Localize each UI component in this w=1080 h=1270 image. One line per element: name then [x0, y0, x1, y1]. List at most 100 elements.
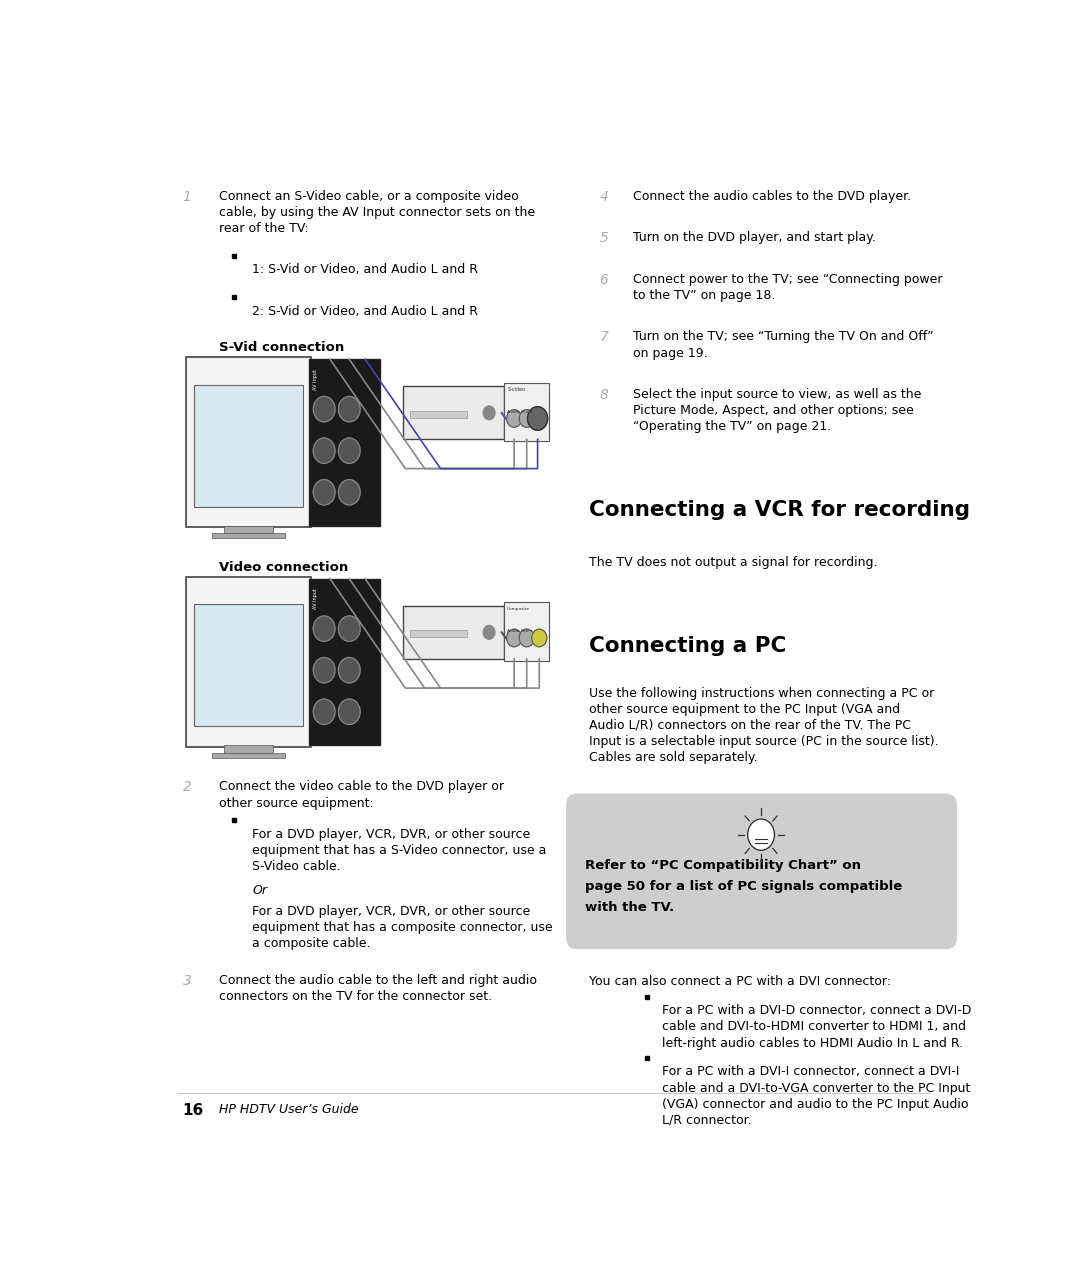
Text: 2: 2: [183, 780, 191, 795]
Text: cable, by using the AV Input connector sets on the: cable, by using the AV Input connector s…: [218, 206, 535, 218]
Text: rear of the TV:: rear of the TV:: [218, 222, 308, 235]
Text: Input is a selectable input source (PC in the source list).: Input is a selectable input source (PC i…: [590, 735, 940, 748]
FancyBboxPatch shape: [309, 359, 380, 526]
Text: cable and DVI-to-HDMI converter to HDMI 1, and: cable and DVI-to-HDMI converter to HDMI …: [662, 1021, 967, 1034]
Text: connectors on the TV for the connector set.: connectors on the TV for the connector s…: [218, 991, 491, 1003]
Text: S-Vid connection: S-Vid connection: [218, 342, 343, 354]
Circle shape: [313, 698, 335, 724]
Text: The TV does not output a signal for recording.: The TV does not output a signal for reco…: [590, 556, 878, 569]
Text: Connect an S-Video cable, or a composite video: Connect an S-Video cable, or a composite…: [218, 189, 518, 202]
Text: 7: 7: [599, 330, 608, 344]
Text: Video connection: Video connection: [218, 561, 348, 574]
Text: 8: 8: [599, 389, 608, 403]
Text: 6: 6: [599, 273, 608, 287]
FancyBboxPatch shape: [504, 602, 550, 660]
Text: page 50 for a list of PC signals compatible: page 50 for a list of PC signals compati…: [585, 880, 903, 893]
Text: other source equipment to the PC Input (VGA and: other source equipment to the PC Input (…: [590, 702, 901, 716]
Circle shape: [527, 406, 548, 431]
Circle shape: [313, 616, 335, 641]
FancyBboxPatch shape: [409, 410, 468, 418]
Circle shape: [483, 626, 495, 639]
FancyBboxPatch shape: [409, 630, 468, 638]
Text: 1: 1: [183, 189, 191, 203]
Text: Audio Out→: Audio Out→: [507, 630, 532, 634]
Text: 3: 3: [183, 974, 191, 988]
Circle shape: [313, 438, 335, 464]
Text: AV Input: AV Input: [313, 370, 319, 390]
Text: equipment that has a composite connector, use: equipment that has a composite connector…: [253, 921, 553, 935]
Circle shape: [313, 658, 335, 683]
Text: Select the input source to view, as well as the: Select the input source to view, as well…: [633, 389, 921, 401]
Circle shape: [313, 480, 335, 505]
Circle shape: [338, 480, 360, 505]
Circle shape: [313, 396, 335, 422]
Text: S-Video cable.: S-Video cable.: [253, 860, 341, 874]
Text: with the TV.: with the TV.: [585, 902, 674, 914]
Text: Connect the audio cable to the left and right audio: Connect the audio cable to the left and …: [218, 974, 537, 987]
Text: L/R connector.: L/R connector.: [662, 1114, 752, 1126]
Text: Audio Out→: Audio Out→: [507, 410, 532, 414]
Text: Connect the audio cables to the DVD player.: Connect the audio cables to the DVD play…: [633, 189, 912, 202]
Text: equipment that has a S-Video connector, use a: equipment that has a S-Video connector, …: [253, 845, 546, 857]
Text: 2: S-Vid or Video, and Audio L and R: 2: S-Vid or Video, and Audio L and R: [253, 305, 478, 318]
Text: to the TV” on page 18.: to the TV” on page 18.: [633, 288, 775, 302]
Text: cable and a DVI-to-VGA converter to the PC Input: cable and a DVI-to-VGA converter to the …: [662, 1082, 971, 1095]
Text: AV Input: AV Input: [313, 588, 319, 610]
Text: other source equipment:: other source equipment:: [218, 796, 374, 809]
FancyBboxPatch shape: [225, 526, 272, 533]
Text: 4: 4: [599, 189, 608, 203]
Text: HP HDTV User’s Guide: HP HDTV User’s Guide: [218, 1102, 359, 1116]
Text: Use the following instructions when connecting a PC or: Use the following instructions when conn…: [590, 687, 935, 700]
Circle shape: [338, 616, 360, 641]
Text: You can also connect a PC with a DVI connector:: You can also connect a PC with a DVI con…: [590, 975, 891, 988]
Text: a composite cable.: a composite cable.: [253, 937, 370, 950]
Text: Or: Or: [253, 884, 267, 897]
Text: on page 19.: on page 19.: [633, 347, 707, 359]
FancyBboxPatch shape: [186, 357, 311, 527]
FancyBboxPatch shape: [309, 579, 380, 745]
FancyBboxPatch shape: [403, 386, 504, 439]
Text: Picture Mode, Aspect, and other options; see: Picture Mode, Aspect, and other options;…: [633, 404, 914, 418]
Text: 16: 16: [183, 1102, 204, 1118]
Circle shape: [507, 410, 522, 427]
Circle shape: [507, 629, 522, 646]
FancyBboxPatch shape: [504, 382, 550, 441]
Text: Turn on the DVD player, and start play.: Turn on the DVD player, and start play.: [633, 231, 876, 244]
Circle shape: [338, 396, 360, 422]
FancyBboxPatch shape: [225, 745, 272, 753]
Text: 1: S-Vid or Video, and Audio L and R: 1: S-Vid or Video, and Audio L and R: [253, 263, 478, 277]
Text: S-video: S-video: [508, 387, 526, 392]
Circle shape: [519, 629, 535, 646]
FancyBboxPatch shape: [193, 385, 303, 507]
Text: “Operating the TV” on page 21.: “Operating the TV” on page 21.: [633, 420, 832, 433]
Circle shape: [338, 698, 360, 724]
Text: (VGA) connector and audio to the PC Input Audio: (VGA) connector and audio to the PC Inpu…: [662, 1097, 969, 1111]
Text: left-right audio cables to HDMI Audio In L and R.: left-right audio cables to HDMI Audio In…: [662, 1036, 963, 1049]
Text: Cables are sold separately.: Cables are sold separately.: [590, 751, 758, 765]
FancyBboxPatch shape: [186, 577, 311, 747]
Circle shape: [483, 406, 495, 419]
Text: Connecting a VCR for recording: Connecting a VCR for recording: [590, 500, 971, 519]
Text: For a DVD player, VCR, DVR, or other source: For a DVD player, VCR, DVR, or other sou…: [253, 906, 530, 918]
FancyBboxPatch shape: [212, 753, 285, 758]
Text: Connecting a PC: Connecting a PC: [590, 636, 787, 655]
FancyBboxPatch shape: [566, 794, 957, 949]
Circle shape: [338, 658, 360, 683]
FancyBboxPatch shape: [193, 605, 303, 726]
Text: For a PC with a DVI-I connector, connect a DVI-I: For a PC with a DVI-I connector, connect…: [662, 1066, 960, 1078]
FancyBboxPatch shape: [212, 533, 285, 538]
Circle shape: [338, 438, 360, 464]
Text: Refer to “PC Compatibility Chart” on: Refer to “PC Compatibility Chart” on: [585, 859, 862, 872]
Circle shape: [519, 410, 535, 427]
FancyBboxPatch shape: [403, 606, 504, 659]
Circle shape: [531, 629, 546, 646]
Text: Connect the video cable to the DVD player or: Connect the video cable to the DVD playe…: [218, 780, 503, 794]
Text: For a PC with a DVI-D connector, connect a DVI-D: For a PC with a DVI-D connector, connect…: [662, 1005, 972, 1017]
Circle shape: [747, 819, 774, 851]
Text: Audio L/R) connectors on the rear of the TV. The PC: Audio L/R) connectors on the rear of the…: [590, 719, 912, 732]
Text: Composite: Composite: [507, 607, 530, 611]
Text: 5: 5: [599, 231, 608, 245]
Text: Connect power to the TV; see “Connecting power: Connect power to the TV; see “Connecting…: [633, 273, 943, 286]
Text: Turn on the TV; see “Turning the TV On and Off”: Turn on the TV; see “Turning the TV On a…: [633, 330, 933, 343]
Text: For a DVD player, VCR, DVR, or other source: For a DVD player, VCR, DVR, or other sou…: [253, 828, 530, 841]
